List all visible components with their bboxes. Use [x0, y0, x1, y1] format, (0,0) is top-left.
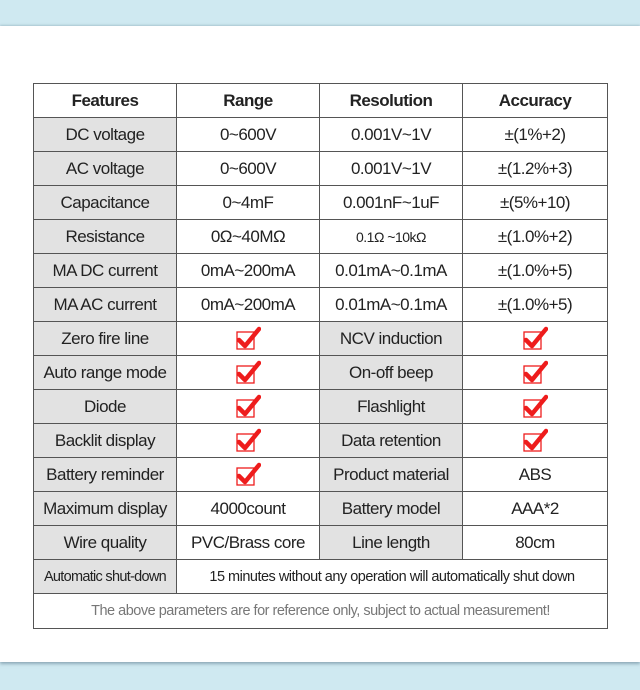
feature-cell: Battery reminder [33, 457, 177, 492]
feature-cell: Backlit display [33, 423, 177, 458]
feature-cell: Product material [319, 457, 463, 492]
red-check-icon [523, 428, 548, 452]
range-cell: 0~600V [176, 117, 320, 152]
note-row: The above parameters are for reference o… [33, 593, 608, 629]
header-accuracy: Accuracy [462, 83, 608, 118]
range-cell: 0~600V [176, 151, 320, 186]
resolution-cell: 0.1Ω ~10kΩ [319, 219, 463, 254]
disclaimer-note: The above parameters are for reference o… [33, 593, 608, 629]
check-cell [176, 457, 320, 492]
feature-cell: On-off beep [319, 355, 463, 390]
red-check-icon [236, 394, 261, 418]
resolution-cell: 0.001V~1V [319, 151, 463, 186]
feature-row: Battery reminder Product material ABS [33, 457, 608, 492]
feature-cell: Data retention [319, 423, 463, 458]
feature-row: Diode Flashlight [33, 389, 608, 424]
feature-cell: Wire quality [33, 525, 177, 560]
value-cell: PVC/Brass core [176, 525, 320, 560]
red-check-icon [236, 462, 261, 486]
feature-cell: MA DC current [33, 253, 177, 288]
spec-row: DC voltage 0~600V 0.001V~1V ±(1%+2) [33, 117, 608, 152]
check-cell [462, 355, 608, 390]
spec-card: Features Range Resolution Accuracy DC vo… [0, 26, 640, 662]
spec-row: MA AC current 0mA~200mA 0.01mA~0.1mA ±(1.0%… [33, 287, 608, 322]
feature-cell: Diode [33, 389, 177, 424]
resolution-cell: 0.001V~1V [319, 117, 463, 152]
resolution-cell: 0.001nF~1uF [319, 185, 463, 220]
shutdown-value: 15 minutes without any operation will au… [176, 559, 608, 594]
red-check-icon [523, 360, 548, 384]
check-cell [176, 423, 320, 458]
feature-cell: Zero fire line [33, 321, 177, 356]
accuracy-cell: ±(1.2%+3) [462, 151, 608, 186]
feature-cell: NCV induction [319, 321, 463, 356]
feature-row: Wire quality PVC/Brass core Line length 80c… [33, 525, 608, 560]
feature-cell: Capacitance [33, 185, 177, 220]
shutdown-label: Automatic shut-down [33, 559, 177, 594]
shutdown-row: Automatic shut-down 15 minutes without an… [33, 559, 608, 594]
header-features: Features [33, 83, 177, 118]
feature-cell: Flashlight [319, 389, 463, 424]
spec-table: Features Range Resolution Accuracy DC vo… [33, 83, 608, 629]
feature-cell: DC voltage [33, 117, 177, 152]
check-cell [176, 389, 320, 424]
red-check-icon [236, 326, 261, 350]
feature-cell: Battery model [319, 491, 463, 526]
red-check-icon [523, 394, 548, 418]
red-check-icon [236, 428, 261, 452]
feature-row: Maximum display 4000count Battery model AAA… [33, 491, 608, 526]
feature-row: Backlit display Data retention [33, 423, 608, 458]
value-cell: 80cm [462, 525, 608, 560]
check-cell [462, 321, 608, 356]
accuracy-cell: ±(1%+2) [462, 117, 608, 152]
feature-cell: Resistance [33, 219, 177, 254]
range-cell: 0Ω~40MΩ [176, 219, 320, 254]
feature-cell: Auto range mode [33, 355, 177, 390]
value-cell: 4000count [176, 491, 320, 526]
range-cell: 0~4mF [176, 185, 320, 220]
resolution-cell: 0.01mA~0.1mA [319, 253, 463, 288]
resolution-cell: 0.01mA~0.1mA [319, 287, 463, 322]
value-cell: AAA*2 [462, 491, 608, 526]
range-cell: 0mA~200mA [176, 287, 320, 322]
red-check-icon [523, 326, 548, 350]
feature-row: Auto range mode On-off beep [33, 355, 608, 390]
feature-cell: Maximum display [33, 491, 177, 526]
spec-row: MA DC current 0mA~200mA 0.01mA~0.1mA ±(1.0%… [33, 253, 608, 288]
accuracy-cell: ±(5%+10) [462, 185, 608, 220]
check-cell [462, 423, 608, 458]
header-range: Range [176, 83, 320, 118]
spec-row: AC voltage 0~600V 0.001V~1V ±(1.2%+3) [33, 151, 608, 186]
accuracy-cell: ±(1.0%+5) [462, 287, 608, 322]
spec-row: Resistance 0Ω~40MΩ 0.1Ω ~10kΩ ±(1.0%+2) [33, 219, 608, 254]
check-cell [176, 355, 320, 390]
spec-row: Capacitance 0~4mF 0.001nF~1uF ±(5%+10) [33, 185, 608, 220]
accuracy-cell: ±(1.0%+2) [462, 219, 608, 254]
check-cell [462, 389, 608, 424]
feature-cell: Line length [319, 525, 463, 560]
header-row: Features Range Resolution Accuracy [33, 83, 608, 118]
feature-cell: AC voltage [33, 151, 177, 186]
header-resolution: Resolution [319, 83, 463, 118]
feature-cell: MA AC current [33, 287, 177, 322]
range-cell: 0mA~200mA [176, 253, 320, 288]
check-cell [176, 321, 320, 356]
feature-row: Zero fire line NCV induction [33, 321, 608, 356]
accuracy-cell: ±(1.0%+5) [462, 253, 608, 288]
red-check-icon [236, 360, 261, 384]
value-cell: ABS [462, 457, 608, 492]
